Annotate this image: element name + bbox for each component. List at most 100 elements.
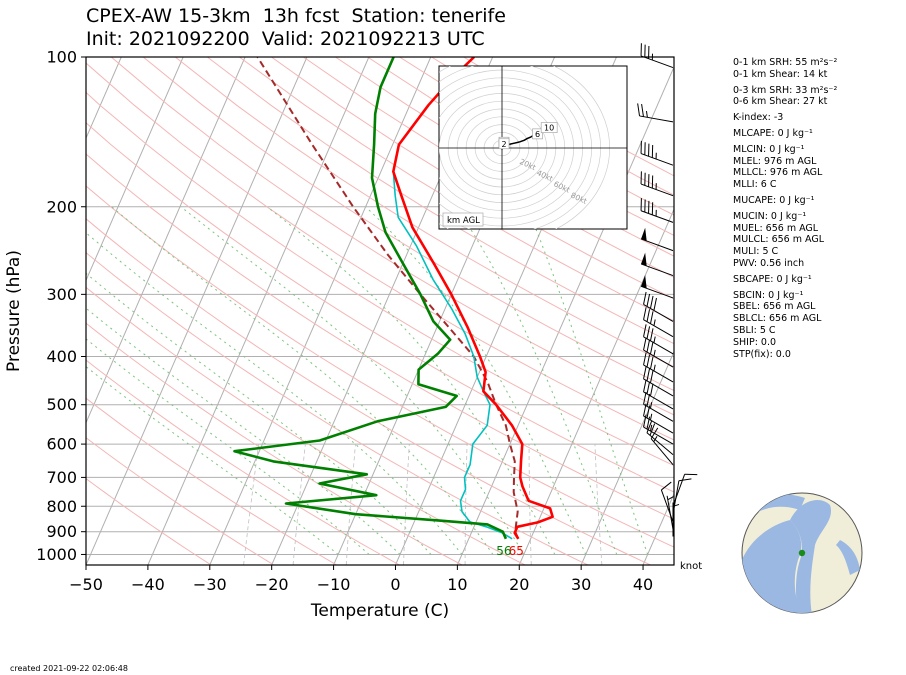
dry-adiabat xyxy=(86,397,337,565)
x-tick-label: 0 xyxy=(390,575,400,594)
index-line: 0-1 km Shear: 14 kt xyxy=(733,68,828,80)
index-line: 0-6 km Shear: 27 kt xyxy=(733,96,828,108)
wind-barb xyxy=(643,379,674,410)
index-line: MULI: 5 C xyxy=(733,246,779,258)
location-globe xyxy=(741,492,863,614)
wind-barb xyxy=(640,198,674,223)
y-tick-label: 900 xyxy=(46,522,77,541)
isotherm-line xyxy=(86,57,184,282)
isotherm-line xyxy=(86,57,246,424)
wind-barb xyxy=(643,352,674,383)
dry-adiabat xyxy=(86,359,400,565)
dry-adiabat xyxy=(271,57,674,300)
moist-adiabat xyxy=(86,338,370,555)
moist-adiabat xyxy=(365,206,587,555)
dry-adiabat xyxy=(206,57,674,345)
wind-barb xyxy=(643,307,674,338)
dry-adiabat xyxy=(86,185,674,548)
wind-unit-label: knot xyxy=(680,561,702,572)
wind-barb xyxy=(643,337,674,368)
y-tick-label: 700 xyxy=(46,468,77,487)
dry-adiabat xyxy=(86,286,526,565)
hodograph-height-box xyxy=(532,128,543,140)
mixing-ratio-line xyxy=(464,444,468,565)
globe-ocean-east xyxy=(836,540,860,575)
hodograph-height-box xyxy=(540,122,558,133)
x-tick-label: 20 xyxy=(509,575,529,594)
x-tick-label: 10 xyxy=(447,575,467,594)
moist-adiabat xyxy=(266,206,556,555)
mixing-ratio-line xyxy=(528,444,532,565)
index-line: MULCL: 656 m AGL xyxy=(733,234,825,246)
surface-temperature-label: 65 xyxy=(509,544,524,558)
hodograph-height-label: 10 xyxy=(544,124,554,133)
isotherm-line xyxy=(580,350,674,565)
wind-barb xyxy=(672,473,698,507)
y-tick-label: 800 xyxy=(46,497,77,516)
isotherm-line xyxy=(518,208,674,565)
chart-title-line1: CPEX-AW 15-3km 13h fcst Station: tenerif… xyxy=(86,5,506,27)
moist-adiabat xyxy=(180,206,525,555)
moist-adiabat xyxy=(86,307,401,555)
wind-barb xyxy=(643,291,674,322)
index-line: SBLCL: 656 m AGL xyxy=(733,313,822,325)
index-line: MLEL: 976 m AGL xyxy=(733,155,817,167)
hodograph-height-label: 2 xyxy=(501,140,506,149)
mixing-ratio-line xyxy=(594,444,603,565)
x-tick-label: −30 xyxy=(193,575,227,594)
y-tick-label: 200 xyxy=(46,197,77,216)
index-line: SBLI: 5 C xyxy=(733,324,776,336)
plot-frame xyxy=(85,56,675,566)
isotherm-line xyxy=(147,57,370,565)
dry-adiabat xyxy=(86,322,463,565)
index-line: MLLCL: 976 m AGL xyxy=(733,167,823,179)
x-axis-label: Temperature (C) xyxy=(310,601,449,621)
y-tick-label: 600 xyxy=(46,435,77,454)
dry-adiabat xyxy=(86,437,275,565)
wind-barb xyxy=(643,403,674,434)
x-tick-label: −40 xyxy=(131,575,165,594)
wind-barb xyxy=(646,420,674,456)
index-line: SBCAPE: 0 J kg⁻¹ xyxy=(733,273,812,285)
x-tick-label: −10 xyxy=(317,575,351,594)
moist-adiabat xyxy=(86,272,432,555)
index-line: MUCIN: 0 J kg⁻¹ xyxy=(733,210,807,222)
dry-adiabat xyxy=(86,91,674,467)
dewpoint-profile-line xyxy=(233,57,508,540)
wind-barb xyxy=(640,275,674,299)
wind-barb xyxy=(643,391,674,422)
index-line: MLLI: 6 C xyxy=(733,179,777,191)
wind-barb xyxy=(643,366,674,397)
y-tick-label: 100 xyxy=(46,48,77,67)
index-line: STP(fix): 0.0 xyxy=(733,348,791,360)
wind-barb xyxy=(666,495,674,530)
wind-barb xyxy=(672,478,692,515)
moist-adiabat xyxy=(526,206,649,555)
moist-adiabat xyxy=(86,232,463,555)
sounding-indices: 0-1 km SRH: 55 m²s⁻² 0-1 km Shear: 14 kt 0… xyxy=(733,57,837,360)
isotherm-line xyxy=(209,57,432,565)
globe-ocean-atlantic xyxy=(790,500,831,613)
hodograph-frame xyxy=(438,65,628,230)
temperature-profile-line xyxy=(391,57,554,540)
x-tick-label: 30 xyxy=(571,575,591,594)
index-line: MUCAPE: 0 J kg⁻¹ xyxy=(733,194,815,206)
hodograph-legend-label: km AGL xyxy=(447,216,480,226)
dry-adiabat xyxy=(86,478,212,565)
wind-barb xyxy=(640,140,674,166)
wind-barb xyxy=(640,43,674,69)
dry-adiabat xyxy=(239,57,674,322)
hodograph-plot: 20kt40kt60kt80kt12610 xyxy=(439,66,627,229)
y-tick-label: 1000 xyxy=(36,545,77,564)
isotherm-line xyxy=(86,57,308,565)
wind-barb xyxy=(643,324,674,355)
mixing-ratio-line xyxy=(403,444,410,565)
dry-adiabat xyxy=(110,57,674,416)
x-tick-label: 40 xyxy=(633,575,653,594)
hodograph-height-box xyxy=(498,138,510,150)
index-line: MUEL: 656 m AGL xyxy=(733,222,819,234)
index-line: 0-3 km SRH: 33 m²s⁻² xyxy=(733,84,838,96)
y-tick-label: 400 xyxy=(46,347,77,366)
wind-barb xyxy=(650,427,674,466)
